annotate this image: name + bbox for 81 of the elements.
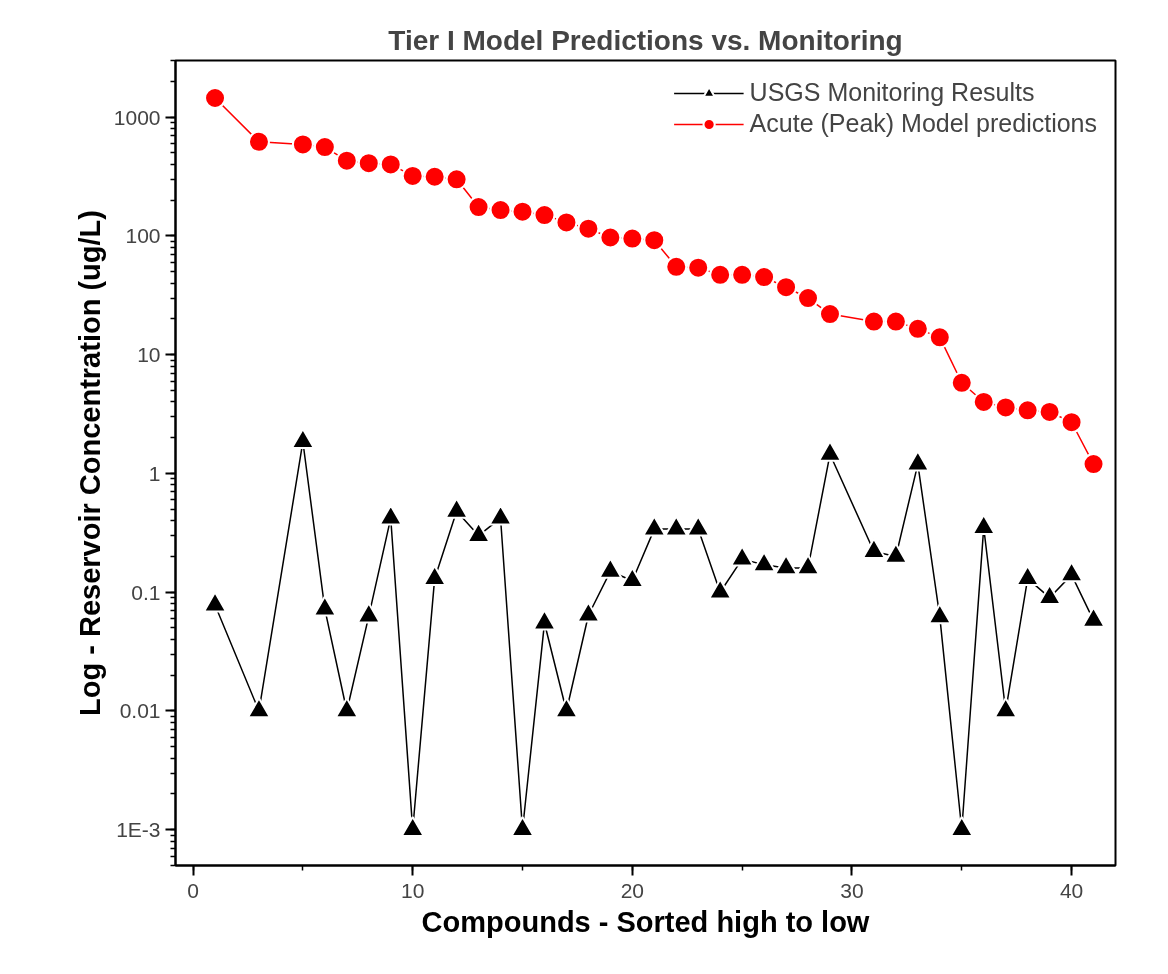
point [817, 440, 842, 462]
y-tick-label: 1000 [113, 105, 161, 129]
y-tick-label: 1E-3 [116, 818, 161, 842]
point [906, 317, 929, 340]
point [247, 130, 270, 153]
point [246, 697, 271, 719]
y-axis-title: Log - Reservoir Concentration (ug/L) [73, 210, 106, 716]
point [379, 153, 402, 176]
point [445, 168, 468, 191]
y-tick-label: 10 [137, 343, 161, 367]
x-tick-label: 40 [1059, 878, 1084, 902]
point [577, 217, 600, 240]
point [1060, 411, 1083, 434]
point [444, 497, 469, 519]
point [687, 256, 710, 279]
point [203, 591, 228, 613]
x-axis-title: Compounds - Sorted high to low [421, 905, 870, 938]
point [883, 542, 908, 564]
point [884, 310, 907, 333]
legend-label: Acute (Peak) Model predictions [749, 109, 1097, 138]
point [972, 390, 995, 413]
point [753, 266, 776, 289]
point [357, 152, 380, 175]
chart-title: Tier I Model Predictions vs. Monitoring [388, 24, 903, 56]
point [204, 87, 227, 109]
x-tick-label: 20 [620, 878, 644, 902]
point [994, 396, 1017, 419]
point [927, 603, 952, 625]
point [643, 229, 666, 252]
y-tick-label: 1 [148, 461, 161, 485]
point [1016, 399, 1039, 422]
point [423, 165, 446, 188]
point [797, 287, 820, 310]
point [664, 515, 689, 537]
point [686, 515, 711, 537]
point [731, 263, 754, 286]
point [554, 697, 579, 719]
y-tick-label: 100 [125, 224, 161, 248]
legend-label: USGS Monitoring Results [749, 78, 1035, 107]
point [511, 200, 534, 223]
point [334, 697, 359, 719]
point [555, 211, 578, 234]
point [1059, 561, 1084, 583]
point [599, 226, 622, 249]
point [356, 602, 381, 624]
point [576, 601, 601, 623]
point [1081, 606, 1106, 628]
point [620, 567, 645, 589]
point [752, 551, 777, 573]
point [950, 371, 973, 394]
point [401, 164, 424, 187]
point [642, 515, 667, 537]
point [862, 310, 885, 333]
x-tick-label: 10 [401, 878, 425, 902]
point [467, 196, 490, 219]
point [709, 263, 732, 286]
point [1038, 400, 1061, 423]
point [533, 204, 556, 226]
point [532, 609, 557, 631]
point [290, 428, 315, 450]
point [928, 326, 951, 349]
point [818, 303, 841, 326]
point [335, 149, 358, 172]
point [774, 554, 799, 576]
x-tick-label: 30 [840, 878, 864, 902]
point [621, 227, 644, 250]
y-tick-label: 0.01 [119, 699, 161, 723]
point [312, 595, 337, 617]
point [489, 199, 512, 222]
point [665, 255, 688, 278]
point [313, 136, 336, 159]
point [291, 133, 314, 156]
point [598, 557, 623, 579]
y-tick-label: 0.1 [131, 580, 161, 604]
point [796, 554, 821, 576]
x-tick-label: 0 [187, 878, 199, 902]
point [993, 697, 1018, 719]
point [775, 276, 798, 299]
point [905, 450, 930, 472]
point [730, 545, 755, 567]
point [708, 578, 733, 600]
